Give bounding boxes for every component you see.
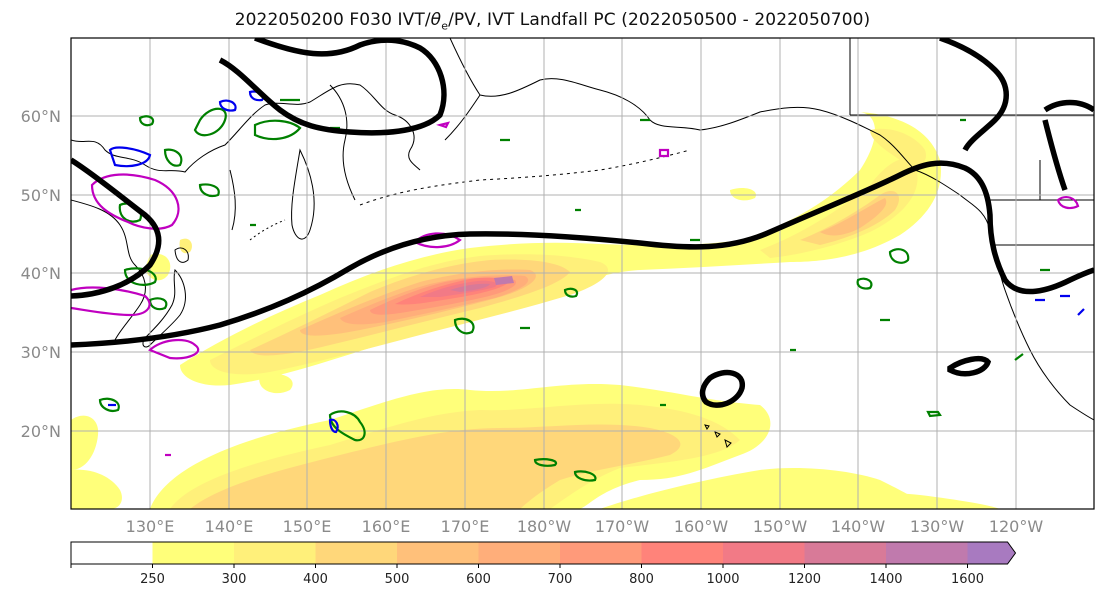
ivt-landfall-pc-contours (71, 38, 1094, 408)
longitude-labels: 130°E 140°E 150°E 160°E 170°E 180°W 170°… (126, 517, 1044, 536)
colorbar-tick-label: 500 (385, 572, 410, 587)
lon-label: 160°W (674, 517, 729, 536)
lon-label: 160°E (362, 517, 411, 536)
colorbar-segment (234, 542, 316, 564)
colorbar-segment (152, 542, 235, 564)
map-title: 2022050200 F030 IVT/θe/PV, IVT Landfall … (234, 10, 871, 33)
colorbar-segment (967, 542, 1016, 564)
lon-label: 130°E (126, 517, 175, 536)
colorbar-labels: 250 300 400 500 600 700 800 1000 1200 1400 1600 (70, 564, 984, 587)
gridlines (71, 38, 1094, 509)
lat-label: 30°N (21, 343, 61, 362)
colorbar-outline (70, 541, 1017, 565)
colorbar-tick-label: 1600 (951, 572, 984, 587)
pv-contours (71, 90, 1085, 457)
map-frame (70, 37, 1095, 510)
lon-label: 170°W (595, 517, 650, 536)
colorbar-segment (71, 542, 153, 564)
colorbar-segment (397, 542, 479, 564)
colorbar-segment (478, 542, 561, 564)
colorbar-tick-label: 1200 (788, 572, 821, 587)
lon-label: 150°E (283, 517, 332, 536)
colorbar-segment (560, 542, 642, 564)
colorbar-tick-label: 600 (466, 572, 491, 587)
lon-label: 150°W (753, 517, 808, 536)
lat-label: 20°N (21, 422, 61, 441)
theta-e-contours (98, 98, 1050, 482)
colorbar-tick-label: 400 (303, 572, 328, 587)
lat-label: 40°N (21, 264, 61, 283)
colorbar-segment (804, 542, 887, 564)
lon-label: 120°W (989, 517, 1044, 536)
map-panel (71, 38, 1094, 509)
lon-label: 140°E (205, 517, 254, 536)
colorbar (70, 541, 1017, 565)
colorbar-tick-label: 800 (629, 572, 654, 587)
lon-label: 140°W (831, 517, 886, 536)
ivt-shading (71, 112, 1000, 509)
colorbar-tick-label: 250 (140, 572, 165, 587)
lon-label: 130°W (910, 517, 965, 536)
lat-label: 50°N (21, 186, 61, 205)
colorbar-segment (315, 542, 398, 564)
colorbar-tick-label: 1000 (706, 572, 739, 587)
colorbar-segment (886, 542, 968, 564)
colorbar-segment (641, 542, 724, 564)
latitude-labels: 60°N 50°N 40°N 30°N 20°N (21, 107, 61, 441)
lon-label: 180°W (517, 517, 572, 536)
colorbar-tick-label: 1400 (869, 572, 902, 587)
colorbar-segment (723, 542, 805, 564)
colorbar-tick-label: 700 (548, 572, 573, 587)
colorbar-tick-label: 300 (222, 572, 247, 587)
lon-label: 170°E (441, 517, 490, 536)
lat-label: 60°N (21, 107, 61, 126)
